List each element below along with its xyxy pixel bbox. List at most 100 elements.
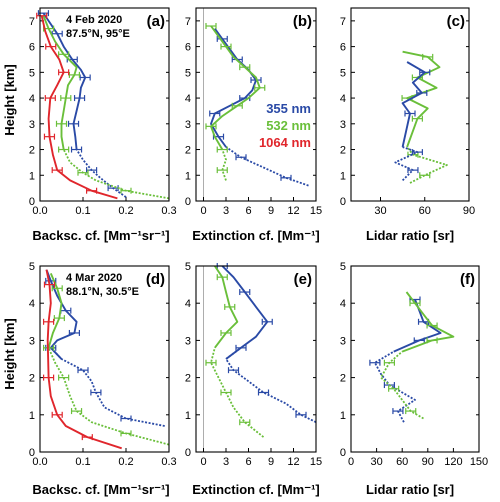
x-tick-label: 0.2 (118, 456, 133, 468)
series-c532-dotted (62, 149, 170, 200)
panel-c: 30 60 90 0 1 2 3 4 5 6 7 (c) (340, 7, 475, 217)
x-axis-label-backscatter-bottom: Backsc. cf. [Mm⁻¹sr⁻¹] (32, 482, 169, 497)
y-tick-label: 3 (340, 119, 346, 131)
series-c532-dotted (47, 347, 170, 446)
y-tick-label: 4 (185, 298, 191, 310)
y-tick-label: 4 (29, 93, 35, 105)
y-tick-label: 6 (185, 42, 191, 54)
x-tick-label: 30 (370, 456, 382, 468)
panel-f: 0 30 60 90 120 150 0 1 2 3 4 5 (f) (340, 261, 488, 468)
x-tick-label: 15 (310, 456, 322, 468)
x-tick-label: 0.1 (75, 456, 90, 468)
x-tick-label: 3 (223, 205, 229, 217)
panel-tag: (d) (146, 271, 165, 288)
y-tick-label: 0 (185, 447, 191, 459)
x-axis-label-lidar-ratio-top: Lidar ratio [sr] (366, 228, 454, 243)
x-tick-label: 0 (200, 456, 206, 468)
date-annotation: 4 Mar 2020 (66, 272, 122, 284)
panel-tag: (b) (293, 13, 312, 30)
y-tick-label: 3 (29, 335, 35, 347)
series-c532-solid (42, 15, 78, 150)
y-axis-label-top: Height [km] (2, 64, 17, 136)
plot-frame (39, 7, 170, 202)
y-tick-label: 1 (29, 170, 35, 182)
y-tick-label: 2 (185, 373, 191, 385)
x-axis-label-backscatter-top: Backsc. cf. [Mm⁻¹sr⁻¹] (32, 228, 169, 243)
y-tick-label: 3 (29, 119, 35, 131)
x-tick-label: 0.0 (32, 456, 47, 468)
series-c532-solid (402, 50, 441, 148)
legend-entry: 1064 nm (259, 135, 311, 150)
y-axis-label-bottom: Height [km] (2, 318, 17, 390)
y-tick-label: 1 (340, 410, 346, 422)
series-c355-dotted (394, 146, 419, 182)
location-annotation: 87.5°N, 95°E (66, 28, 130, 40)
y-tick-label: 0 (29, 196, 35, 208)
x-axis-label-extinction-bottom: Extinction cf. [Mm⁻¹] (192, 482, 319, 497)
legend-entry: 532 nm (266, 118, 311, 133)
series-c532-dotted (210, 347, 265, 438)
y-tick-label: 0 (340, 196, 346, 208)
series-c355-solid (210, 28, 257, 148)
y-tick-label: 6 (340, 42, 346, 54)
series-c1064-solid (40, 15, 118, 200)
y-tick-label: 4 (340, 298, 346, 310)
x-tick-label: 90 (463, 205, 475, 217)
series-c355-dotted (50, 347, 165, 427)
legend-entry: 355 nm (266, 101, 311, 116)
y-tick-label: 7 (29, 16, 35, 28)
y-tick-label: 1 (185, 410, 191, 422)
plot-frame (195, 7, 317, 202)
x-tick-label: 0.1 (75, 205, 90, 217)
y-tick-label: 0 (29, 447, 35, 459)
x-tick-label: 6 (245, 456, 251, 468)
x-tick-label: 0.2 (118, 205, 133, 217)
plot-frame (350, 7, 470, 202)
x-axis-label-lidar-ratio-bottom: Lidar ratio [sr] (366, 482, 454, 497)
plot-frame (39, 265, 170, 453)
y-tick-label: 5 (340, 261, 346, 273)
y-tick-label: 2 (340, 373, 346, 385)
series-c355-dotted (225, 347, 317, 424)
y-tick-label: 2 (340, 145, 346, 157)
x-tick-label: 12 (287, 456, 299, 468)
x-tick-label: 0 (348, 456, 354, 468)
y-tick-label: 5 (29, 67, 35, 79)
x-tick-label: 30 (374, 205, 386, 217)
x-tick-label: 3 (223, 456, 229, 468)
x-tick-label: 0.3 (161, 205, 176, 217)
panel-tag: (f) (460, 271, 475, 288)
x-tick-label: 60 (419, 205, 431, 217)
y-tick-label: 1 (340, 170, 346, 182)
series-c355-solid (45, 269, 78, 360)
panel-d: 0.0 0.1 0.2 0.3 0 1 2 3 4 5 (d) 4 Mar 2020 88.1°N, 3… (29, 261, 177, 468)
y-tick-label: 2 (29, 373, 35, 385)
x-tick-label: 15 (310, 205, 322, 217)
x-tick-label: 150 (470, 456, 488, 468)
panel-tag: (a) (147, 13, 165, 30)
x-tick-label: 0.3 (161, 456, 176, 468)
y-tick-label: 5 (29, 261, 35, 273)
x-tick-label: 0 (200, 205, 206, 217)
series-c355-solid (221, 265, 269, 360)
x-tick-label: 60 (396, 456, 408, 468)
location-annotation: 88.1°N, 30.5°E (66, 286, 139, 298)
panel-tag: (e) (294, 271, 312, 288)
x-tick-label: 0.0 (32, 205, 47, 217)
y-tick-label: 7 (185, 16, 191, 28)
plot-frame (195, 265, 317, 453)
panel-tag: (c) (447, 13, 465, 30)
y-tick-label: 5 (185, 261, 191, 273)
y-tick-label: 0 (185, 196, 191, 208)
series-c532-solid (47, 273, 63, 349)
series-c532-dotted (221, 149, 227, 181)
x-tick-label: 12 (287, 205, 299, 217)
x-axis-label-extinction-top: Extinction cf. [Mm⁻¹] (192, 228, 319, 243)
y-tick-label: 2 (29, 145, 35, 157)
date-annotation: 4 Feb 2020 (66, 14, 122, 26)
plot-frame (350, 265, 480, 453)
y-tick-label: 1 (29, 410, 35, 422)
y-tick-label: 6 (29, 42, 35, 54)
